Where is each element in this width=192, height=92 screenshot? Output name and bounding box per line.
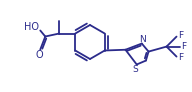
Text: F: F <box>178 53 183 62</box>
Text: F: F <box>178 31 183 40</box>
Text: HO: HO <box>24 23 39 32</box>
Text: N: N <box>139 35 146 44</box>
Text: S: S <box>133 65 139 74</box>
Text: O: O <box>36 49 43 60</box>
Text: F: F <box>181 42 186 51</box>
